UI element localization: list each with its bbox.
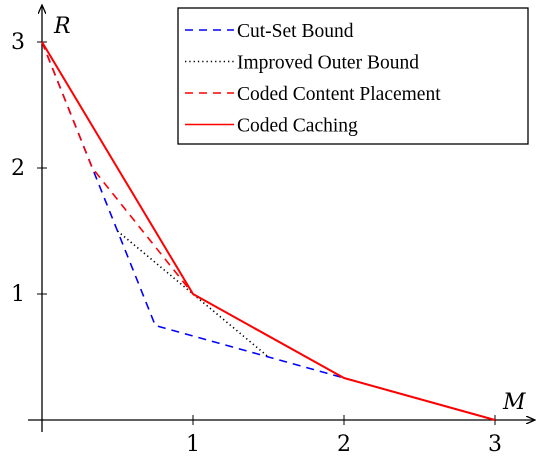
legend-label: Coded Caching bbox=[237, 116, 358, 137]
legend-label: Cut-Set Bound bbox=[237, 21, 354, 42]
legend-label: Coded Content Placement bbox=[237, 84, 441, 105]
legend-label: Improved Outer Bound bbox=[237, 53, 419, 74]
series bbox=[41, 41, 496, 421]
improved-outer-bound-line bbox=[116, 230, 270, 358]
y-axis-label: R bbox=[53, 14, 71, 39]
y-tick-label: 1 bbox=[11, 282, 25, 307]
x-tick-label: 2 bbox=[337, 432, 351, 457]
y-tick-label: 2 bbox=[11, 156, 25, 181]
axes: M R bbox=[28, 6, 534, 432]
coded-caching-line bbox=[41, 41, 496, 421]
legend: Cut-Set Bound Improved Outer Bound Coded C… bbox=[177, 7, 529, 145]
legend-box bbox=[177, 7, 529, 145]
x-tick-label: 3 bbox=[488, 432, 502, 457]
x-tick-label: 1 bbox=[186, 432, 200, 457]
coded-content-placement-line bbox=[41, 41, 194, 295]
y-tick-label: 3 bbox=[11, 30, 25, 55]
x-axis-label: M bbox=[502, 390, 526, 415]
